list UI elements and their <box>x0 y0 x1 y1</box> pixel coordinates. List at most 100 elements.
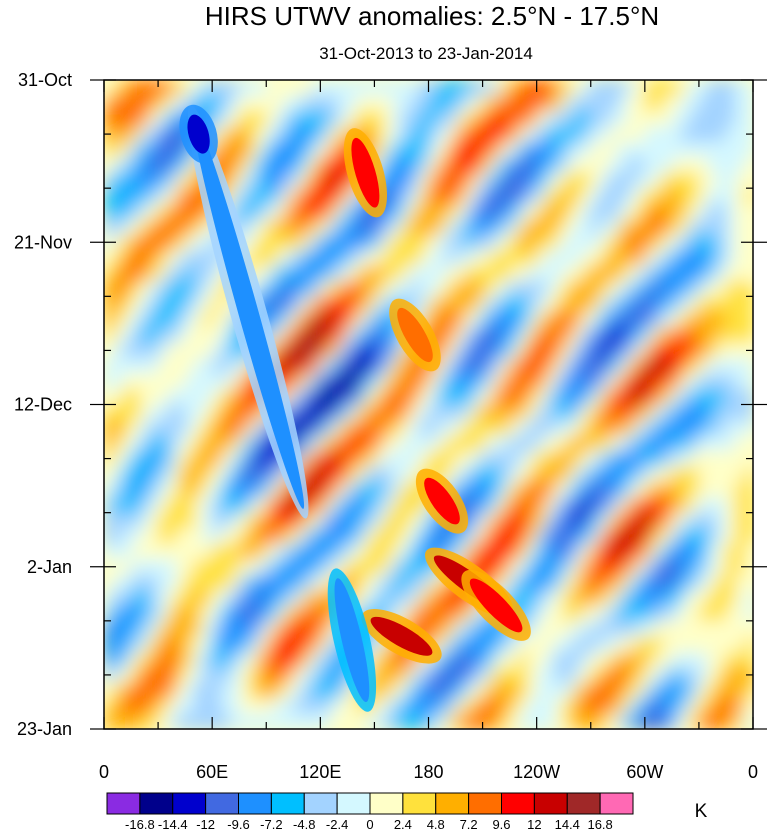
anomaly-cell <box>158 389 168 406</box>
anomaly-cell <box>653 280 664 298</box>
anomaly-cell <box>293 419 304 437</box>
anomaly-cell <box>347 327 358 344</box>
anomaly-cell <box>716 435 727 452</box>
colorbar-swatch <box>435 792 470 815</box>
anomaly-cell <box>311 234 322 251</box>
anomaly-cell <box>671 404 682 421</box>
anomaly-cell <box>293 373 304 390</box>
anomaly-cell <box>545 497 556 514</box>
anomaly-cell <box>707 528 718 545</box>
anomaly-cell <box>122 543 132 560</box>
anomaly-cell <box>176 219 186 236</box>
anomaly-cell <box>518 219 529 236</box>
anomaly-cell <box>194 667 204 684</box>
anomaly-cell <box>725 528 736 545</box>
anomaly-cell <box>338 404 349 421</box>
anomaly-cell <box>644 497 655 514</box>
anomaly-cell <box>194 249 204 267</box>
anomaly-cell <box>473 141 484 159</box>
anomaly-cell <box>176 157 186 174</box>
anomaly-cell <box>185 358 195 375</box>
anomaly-cell <box>365 219 376 236</box>
anomaly-cell <box>275 234 286 251</box>
anomaly-cell <box>185 435 195 452</box>
anomaly-cell <box>563 636 574 653</box>
anomaly-cell <box>563 280 574 298</box>
anomaly-cell <box>455 636 466 653</box>
anomaly-cell <box>680 203 691 220</box>
anomaly-cell <box>122 389 132 406</box>
anomaly-cell <box>554 157 565 174</box>
anomaly-cell <box>563 466 574 483</box>
anomaly-cell <box>185 234 195 251</box>
anomaly-cell <box>122 95 132 112</box>
anomaly-cell <box>239 358 250 375</box>
anomaly-cell <box>257 172 268 189</box>
anomaly-cell <box>392 698 403 715</box>
anomaly-cell <box>410 373 421 390</box>
anomaly-cell <box>365 342 376 359</box>
anomaly-cell <box>563 126 574 143</box>
anomaly-cell <box>482 682 493 699</box>
anomaly-cell <box>203 249 213 267</box>
anomaly-cell <box>185 327 195 344</box>
anomaly-cell <box>239 667 250 684</box>
anomaly-cell <box>122 203 132 220</box>
anomaly-cell <box>374 636 385 653</box>
anomaly-cell <box>257 249 268 267</box>
anomaly-cell <box>383 296 394 313</box>
anomaly-cell <box>230 481 240 499</box>
anomaly-cell <box>140 419 150 437</box>
anomaly-cell <box>473 682 484 699</box>
anomaly-cell <box>518 110 529 128</box>
anomaly-cell <box>437 234 448 251</box>
anomaly-cell <box>401 203 412 220</box>
anomaly-cell <box>635 80 646 97</box>
anomaly-cell <box>671 80 682 97</box>
anomaly-cell <box>626 95 637 112</box>
anomaly-cell <box>653 559 664 576</box>
anomaly-cell <box>455 126 466 143</box>
anomaly-cell <box>347 404 358 421</box>
anomaly-cell <box>437 713 448 729</box>
anomaly-cell <box>563 389 574 406</box>
anomaly-cell <box>572 713 583 729</box>
anomaly-cell <box>140 528 150 545</box>
anomaly-cell <box>302 559 313 576</box>
anomaly-cell <box>527 234 538 251</box>
anomaly-cell <box>527 589 538 607</box>
anomaly-cell <box>419 419 430 437</box>
anomaly-cell <box>392 682 403 699</box>
anomaly-cell <box>158 528 168 545</box>
anomaly-cell <box>626 234 637 251</box>
anomaly-cell <box>473 249 484 267</box>
anomaly-cell <box>563 219 574 236</box>
anomaly-cell <box>446 528 457 545</box>
anomaly-cell <box>311 497 322 514</box>
anomaly-cell <box>284 543 295 560</box>
anomaly-cell <box>194 574 204 591</box>
anomaly-cell <box>131 172 141 189</box>
anomaly-cell <box>482 157 493 174</box>
anomaly-cell <box>446 636 457 653</box>
anomaly-cell <box>257 713 268 729</box>
anomaly-cell <box>680 497 691 514</box>
anomaly-cell <box>599 234 610 251</box>
anomaly-cell <box>113 528 123 545</box>
anomaly-cell <box>491 110 502 128</box>
anomaly-cell <box>221 95 231 112</box>
anomaly-cell <box>743 358 753 375</box>
anomaly-cell <box>455 172 466 189</box>
anomaly-cell <box>365 280 376 298</box>
anomaly-cell <box>680 574 691 591</box>
anomaly-cell <box>725 141 736 159</box>
anomaly-cell <box>509 419 520 437</box>
anomaly-cell <box>473 620 484 638</box>
anomaly-cell <box>257 466 268 483</box>
anomaly-cell <box>518 435 529 452</box>
anomaly-cell <box>473 404 484 421</box>
anomaly-cell <box>716 620 727 638</box>
anomaly-cell <box>113 234 123 251</box>
anomaly-cell <box>266 528 277 545</box>
anomaly-cell <box>203 667 213 684</box>
